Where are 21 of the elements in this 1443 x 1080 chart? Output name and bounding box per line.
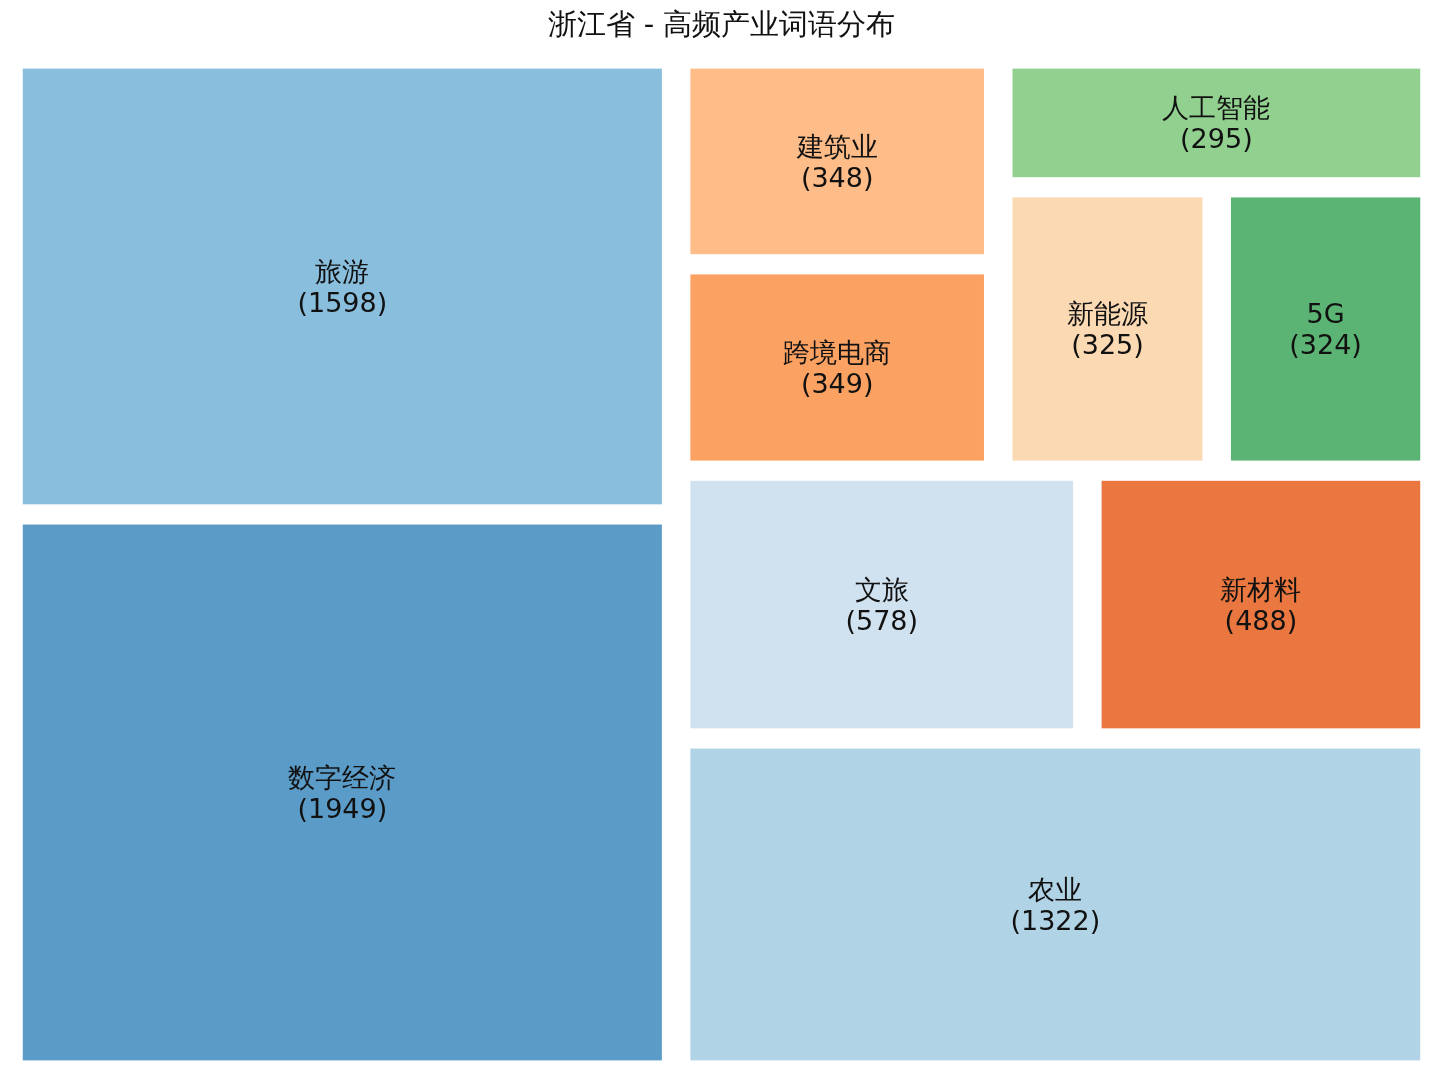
category-label: 新材料 — [1220, 574, 1302, 606]
category-label: 农业 — [1028, 873, 1083, 905]
data-label: (488) — [1224, 605, 1298, 637]
data-label: (1598) — [297, 286, 388, 318]
data-label: (1322) — [1010, 904, 1101, 936]
data-label: (578) — [845, 605, 919, 637]
category-label: 跨境电商 — [783, 336, 892, 368]
category-label: 5G — [1306, 298, 1345, 330]
data-label: (348) — [800, 161, 874, 193]
category-label: 人工智能 — [1162, 92, 1271, 124]
category-label: 新能源 — [1066, 298, 1148, 330]
data-label: (349) — [800, 367, 874, 399]
category-label: 旅游 — [315, 255, 370, 287]
category-label: 数字经济 — [288, 761, 397, 793]
data-label: (325) — [1071, 329, 1144, 361]
category-label: 建筑业 — [795, 130, 878, 162]
category-label: 文旅 — [854, 574, 909, 606]
data-label: (324) — [1289, 329, 1362, 361]
text: 浙江省 - 高频产业词语分布 — [547, 7, 896, 41]
data-label: (295) — [1180, 123, 1253, 155]
data-label: (1949) — [297, 792, 388, 824]
